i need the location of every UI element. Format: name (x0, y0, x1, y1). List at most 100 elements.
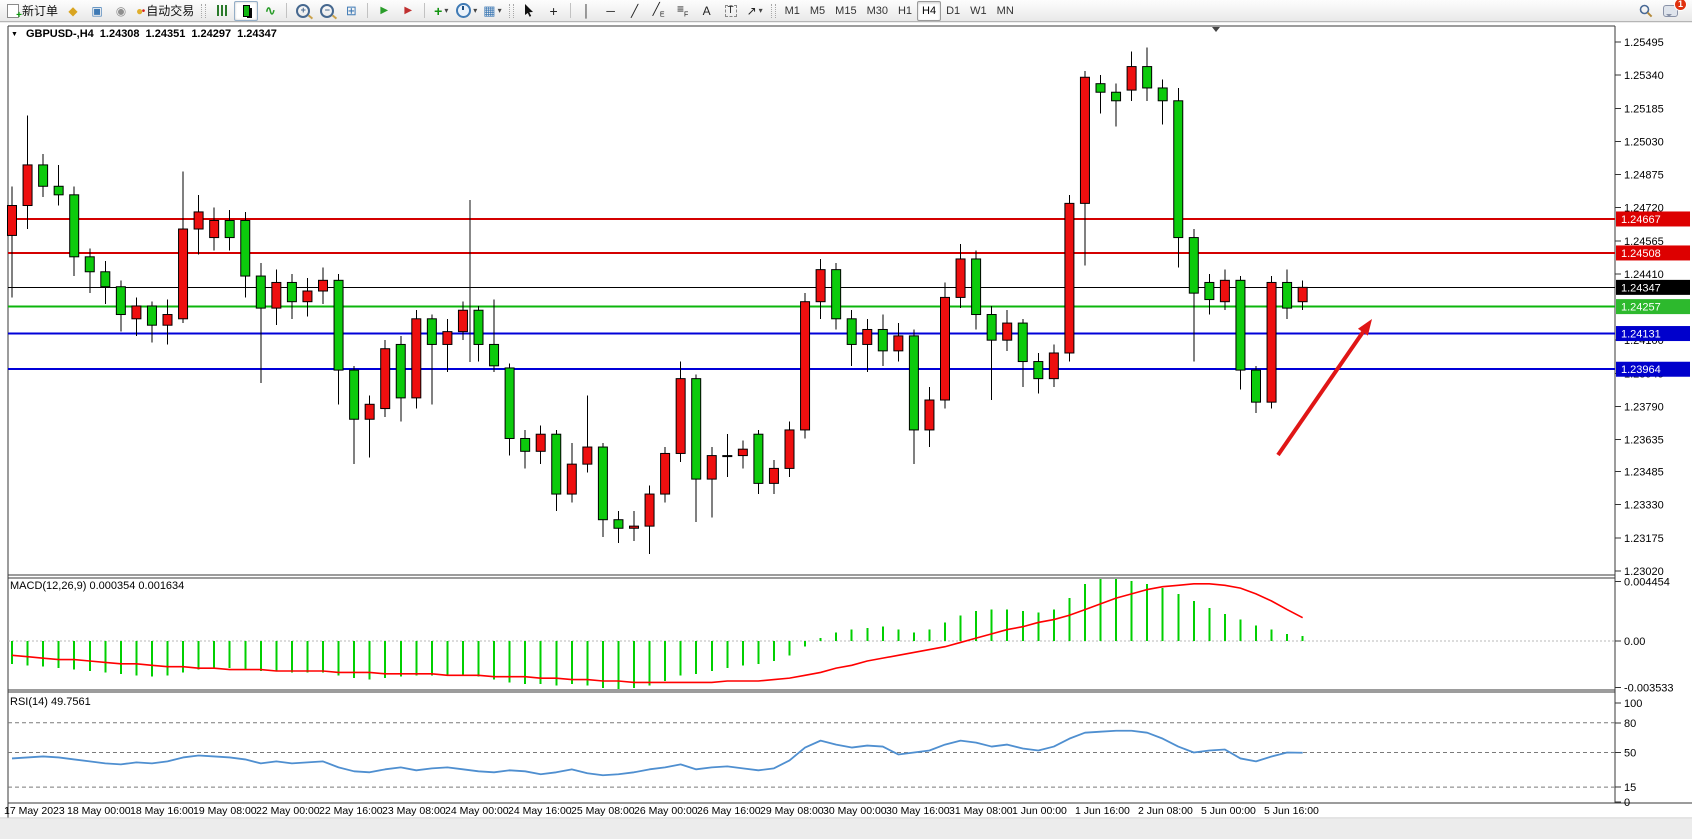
price-badge (1616, 245, 1690, 261)
arrow-annotation[interactable] (1276, 319, 1372, 457)
chart-window[interactable]: 1.25495 1.25340 1.25185 1.25030 1.24875 1.247… (0, 23, 1692, 819)
time-axis-label: 18 May 16:00 (130, 805, 194, 817)
candle-down (504, 367, 515, 439)
candle-up (924, 399, 935, 431)
candle-down (1033, 361, 1044, 380)
tile-windows-button[interactable]: ⊞ (339, 1, 363, 21)
timeframe-H4-button[interactable]: H4 (917, 0, 942, 21)
candle-down (1282, 281, 1293, 309)
candlestick-chart-button[interactable] (234, 0, 259, 21)
candle-up (566, 463, 577, 495)
notification-badge: 1 (1674, 0, 1687, 11)
fibonacci-tool-button[interactable]: ≡F (671, 1, 695, 21)
crosshair-button[interactable]: + (542, 1, 566, 21)
zoom-out-button[interactable]: − (315, 1, 339, 21)
profiles-button[interactable]: ▣ (85, 1, 109, 21)
auto-scroll-button[interactable]: ▶ (372, 1, 396, 21)
text-tool-button[interactable]: A (695, 1, 719, 21)
timeframe-D1-button[interactable]: D1 (946, 4, 961, 17)
channel-tool-button[interactable]: ╱E (647, 1, 671, 21)
vertical-line-tool-button[interactable]: │ (575, 1, 599, 21)
tile-windows-icon: ⊞ (345, 3, 357, 18)
templates-button[interactable]: ▦ ▾ (480, 1, 504, 21)
rsi-scale-label: 50 (1624, 748, 1636, 760)
price-tick-label: 1.24875 (1624, 170, 1664, 182)
time-axis-label: 29 May 08:00 (760, 805, 824, 817)
rsi-scale-label: 0 (1624, 797, 1630, 809)
horizontal-line-icon: ─ (606, 3, 615, 18)
horizontal-line-objects[interactable] (8, 217, 1615, 371)
vertical-line-icon: │ (582, 3, 591, 18)
candle-up (162, 314, 173, 326)
toolbar-drag-handle[interactable] (770, 3, 776, 18)
candlestick-icon (242, 4, 250, 17)
auto-scroll-icon: ▶ (380, 4, 389, 16)
candle-up (22, 164, 33, 207)
chat-bubble-icon (1662, 4, 1678, 17)
text-label-tool-button[interactable]: T (719, 1, 743, 21)
timeframe-bar: M1 M5 M15 M30 H1 H4 D1 W1 MN (780, 0, 1019, 21)
chart-shift-marker[interactable] (1212, 27, 1220, 32)
new-order-button[interactable]: 新订单 (4, 1, 61, 21)
time-axis[interactable]: 17 May 2023 18 May 00:00 18 May 16:00 19 Ma… (4, 805, 1319, 817)
indicators-button[interactable]: + ▾ (429, 1, 453, 21)
history-center-button[interactable]: ◆ (61, 1, 85, 21)
candle-down (613, 519, 624, 529)
time-axis-label: 23 May 08:00 (382, 805, 446, 817)
price-tick-label: 1.24410 (1624, 269, 1664, 281)
chevron-down-icon: ▾ (473, 6, 478, 15)
bar-chart-button[interactable] (210, 1, 234, 21)
auto-trading-label: 自动交易 (146, 4, 195, 18)
price-badge-label: 1.24508 (1621, 248, 1661, 260)
price-badge-label: 1.24347 (1621, 282, 1661, 294)
candle-down (551, 433, 562, 495)
rsi-line (11, 729, 1303, 777)
timeframe-W1-button[interactable]: W1 (970, 4, 987, 17)
candle-up (1297, 286, 1308, 303)
candle-down (1095, 83, 1106, 93)
timeframe-MN-button[interactable]: MN (996, 4, 1014, 17)
time-axis-label: 17 May 2023 (4, 805, 65, 817)
chat-button[interactable]: 1 (1658, 0, 1687, 21)
price-badge-label: 1.24257 (1621, 302, 1661, 314)
periods-button[interactable]: ▾ (453, 1, 480, 21)
horizontal-line-tool-button[interactable]: ─ (599, 1, 623, 21)
price-scale[interactable]: 1.254951.253401.251851.250301.248751.247… (1615, 37, 1690, 578)
text-label-icon: T (724, 4, 737, 17)
timeframe-M15-button[interactable]: M15 (835, 4, 857, 17)
signal-icon: ◉ (115, 3, 127, 18)
candle-down (489, 343, 500, 367)
candle-down (877, 328, 888, 352)
candle-up (706, 455, 717, 480)
candle-down (426, 318, 437, 345)
toolbar-separator (424, 3, 426, 18)
chart-shift-button[interactable]: ▶ (396, 1, 420, 21)
candle-down (38, 164, 49, 187)
timeframe-M1-button[interactable]: M1 (784, 4, 800, 17)
candle-up (1002, 322, 1013, 341)
timeframe-M30-button[interactable]: M30 (866, 4, 888, 17)
price-tick-label: 1.25495 (1624, 37, 1664, 49)
auto-trading-button[interactable]: ● • 自动交易 (133, 1, 197, 21)
search-button[interactable] (1634, 1, 1658, 21)
zoom-in-button[interactable]: + (291, 1, 315, 21)
timeframe-H1-button[interactable]: H1 (897, 4, 913, 17)
price-badge (1616, 361, 1690, 377)
timeframe-M5-button[interactable]: M5 (809, 4, 826, 17)
candle-down (1157, 87, 1168, 102)
signals-button[interactable]: ◉ (109, 1, 133, 21)
toolbar-drag-handle[interactable] (201, 3, 207, 18)
indicators-icon: + (434, 2, 443, 19)
cursor-button[interactable] (518, 1, 542, 21)
price-chart[interactable]: 1.254951.253401.251851.250301.248751.247… (0, 23, 1692, 819)
main-toolbar: 新订单 ◆ ▣ ◉ ●• 自动交易 ∿ + − ⊞ ▶ ▶ +▾ ▾ ▦▾ + … (0, 0, 1692, 22)
price-tick-label: 1.25185 (1624, 103, 1664, 115)
price-tick-label: 1.25340 (1624, 70, 1664, 82)
trendline-tool-button[interactable]: ╱ (623, 1, 647, 21)
line-chart-button[interactable]: ∿ (258, 1, 282, 21)
candle-up (411, 318, 422, 399)
toolbar-drag-handle[interactable] (508, 3, 514, 18)
candle-down (146, 305, 157, 326)
candle-up (178, 228, 189, 320)
arrows-tool-button[interactable]: ↗ ▾ (743, 1, 767, 21)
